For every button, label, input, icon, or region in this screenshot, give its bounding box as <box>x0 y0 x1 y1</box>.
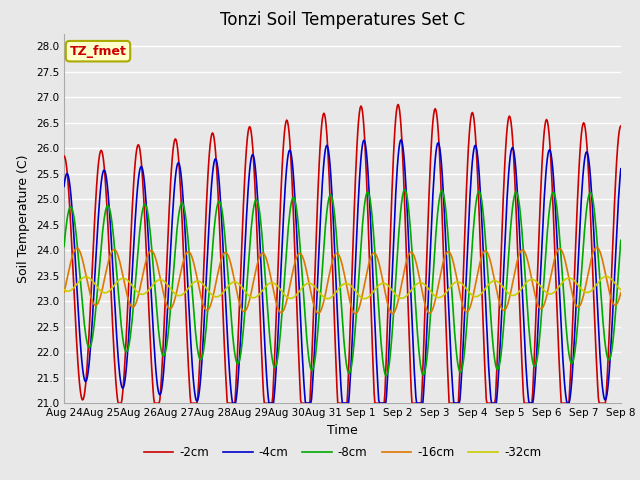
-2cm <box>335 400 342 406</box>
-4cm <box>397 137 405 143</box>
-32cm <box>206 290 214 296</box>
-32cm <box>324 296 332 301</box>
-2cm <box>115 400 122 406</box>
-4cm <box>445 300 452 306</box>
-32cm <box>389 288 397 294</box>
-16cm <box>617 290 625 296</box>
Line: -32cm: -32cm <box>64 276 621 299</box>
-8cm <box>182 218 190 224</box>
-16cm <box>593 245 601 251</box>
-8cm <box>401 187 409 192</box>
-4cm <box>568 384 575 389</box>
-16cm <box>182 251 190 256</box>
-16cm <box>566 283 574 289</box>
-8cm <box>617 238 625 243</box>
-4cm <box>228 400 236 406</box>
-8cm <box>60 243 68 249</box>
-16cm <box>389 311 397 316</box>
-2cm <box>60 153 68 159</box>
-2cm <box>183 333 191 338</box>
Title: Tonzi Soil Temperatures Set C: Tonzi Soil Temperatures Set C <box>220 11 465 29</box>
-16cm <box>352 311 360 316</box>
-2cm <box>568 353 575 359</box>
Line: -16cm: -16cm <box>64 248 621 313</box>
-2cm <box>207 135 215 141</box>
-8cm <box>389 323 397 329</box>
-16cm <box>334 251 342 256</box>
-8cm <box>568 360 575 366</box>
-16cm <box>206 303 214 309</box>
-16cm <box>444 249 451 255</box>
-4cm <box>206 202 214 208</box>
Text: TZ_fmet: TZ_fmet <box>70 45 127 58</box>
-2cm <box>617 123 625 129</box>
-32cm <box>566 276 574 281</box>
-2cm <box>445 384 452 390</box>
Y-axis label: Soil Temperature (C): Soil Temperature (C) <box>17 154 30 283</box>
-32cm <box>444 288 451 293</box>
-8cm <box>383 373 390 379</box>
-8cm <box>334 251 342 256</box>
-4cm <box>389 258 397 264</box>
-4cm <box>60 183 68 189</box>
-2cm <box>389 171 397 177</box>
-16cm <box>60 289 68 295</box>
Line: -8cm: -8cm <box>64 190 621 376</box>
Legend: -2cm, -4cm, -8cm, -16cm, -32cm: -2cm, -4cm, -8cm, -16cm, -32cm <box>139 442 546 464</box>
Line: -2cm: -2cm <box>64 105 621 403</box>
Line: -4cm: -4cm <box>64 140 621 403</box>
-32cm <box>182 288 190 294</box>
-4cm <box>335 336 342 342</box>
-32cm <box>60 287 68 292</box>
-32cm <box>617 287 625 292</box>
-2cm <box>394 102 402 108</box>
X-axis label: Time: Time <box>327 424 358 437</box>
-32cm <box>602 274 610 279</box>
-8cm <box>206 275 214 280</box>
-4cm <box>617 166 625 172</box>
-8cm <box>445 237 452 243</box>
-32cm <box>335 286 342 292</box>
-4cm <box>182 250 190 255</box>
